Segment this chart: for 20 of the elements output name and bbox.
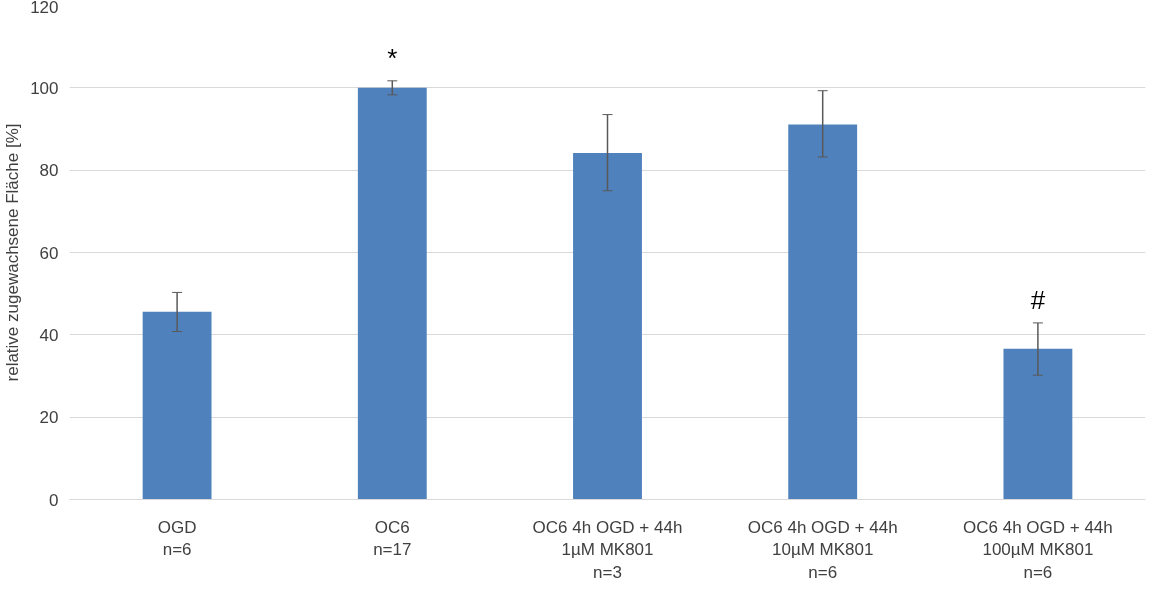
bar: [1003, 348, 1073, 500]
x-tick-label: OC6 4h OGD + 44h 100µM MK801 n=6: [963, 517, 1113, 583]
bar: [142, 311, 212, 500]
y-tick-label: 20: [39, 408, 59, 428]
y-tick-label: 0: [49, 490, 59, 510]
bar: [788, 124, 858, 500]
x-tick-label: OC6 n=17: [373, 517, 412, 560]
x-tick-label: OC6 4h OGD + 44h 1µM MK801 n=3: [532, 517, 683, 583]
y-axis-title: relative zugewachsene Fläche [%]: [3, 123, 23, 382]
y-tick-label: 60: [39, 243, 59, 263]
y-tick-label: 100: [30, 78, 59, 98]
y-tick-label: 120: [30, 0, 59, 17]
bar: [573, 152, 642, 500]
annotation: #: [1030, 284, 1046, 315]
x-tick-label: OGD n=6: [157, 517, 197, 560]
bar: [357, 87, 427, 500]
x-tick-label: OC6 4h OGD + 44h 10µM MK801 n=6: [747, 517, 898, 583]
y-tick-label: 40: [39, 325, 59, 345]
y-tick-label: 80: [39, 161, 59, 181]
annotation: *: [387, 42, 398, 73]
